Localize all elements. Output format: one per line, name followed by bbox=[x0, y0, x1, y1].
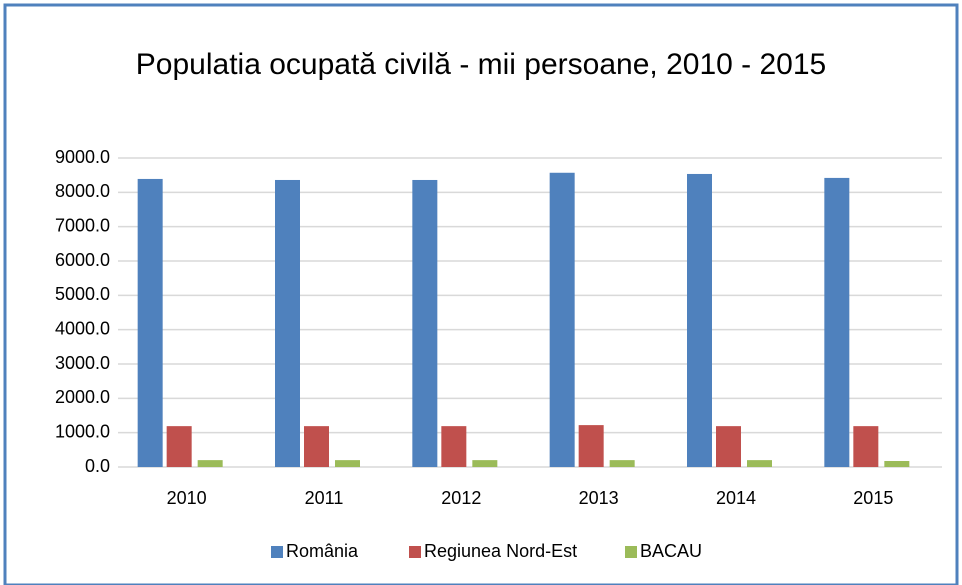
bar bbox=[137, 178, 163, 467]
bar bbox=[335, 460, 360, 467]
legend-label: Regiunea Nord-Est bbox=[424, 541, 577, 561]
bar bbox=[716, 426, 741, 467]
legend-swatch bbox=[409, 546, 421, 558]
bar bbox=[884, 460, 910, 467]
legend-label: România bbox=[286, 541, 359, 561]
y-tick-label: 6000.0 bbox=[55, 250, 110, 270]
legend-swatch bbox=[625, 546, 637, 558]
y-tick-label: 5000.0 bbox=[55, 284, 110, 304]
bar bbox=[472, 460, 498, 467]
bar bbox=[747, 460, 772, 467]
bar bbox=[412, 179, 438, 467]
y-tick-label: 8000.0 bbox=[55, 181, 110, 201]
y-tick-label: 0.0 bbox=[85, 456, 110, 476]
x-tick-label: 2015 bbox=[853, 488, 893, 508]
y-tick-label: 1000.0 bbox=[55, 421, 110, 441]
legend-label: BACAU bbox=[640, 541, 702, 561]
x-tick-label: 2013 bbox=[579, 488, 619, 508]
bar bbox=[609, 460, 635, 467]
x-tick-label: 2010 bbox=[167, 488, 207, 508]
bar bbox=[687, 173, 712, 467]
bar bbox=[197, 460, 223, 467]
y-tick-label: 9000.0 bbox=[55, 147, 110, 167]
y-tick-label: 2000.0 bbox=[55, 387, 110, 407]
bar bbox=[441, 426, 467, 467]
bar bbox=[275, 179, 300, 467]
bar bbox=[304, 426, 329, 467]
chart-border bbox=[3, 3, 959, 585]
y-tick-label: 7000.0 bbox=[55, 215, 110, 235]
bar bbox=[578, 425, 604, 467]
x-tick-label: 2011 bbox=[305, 488, 344, 508]
bar bbox=[166, 426, 192, 467]
chart-title: Populatia ocupată civilă - mii persoane,… bbox=[135, 48, 827, 81]
bar bbox=[824, 177, 850, 467]
x-tick-label: 2012 bbox=[441, 488, 481, 508]
bar bbox=[549, 172, 575, 467]
bar bbox=[853, 426, 879, 467]
legend-swatch bbox=[271, 546, 283, 558]
y-tick-label: 3000.0 bbox=[55, 353, 110, 373]
y-tick-label: 4000.0 bbox=[55, 318, 110, 338]
x-tick-label: 2014 bbox=[716, 488, 756, 508]
